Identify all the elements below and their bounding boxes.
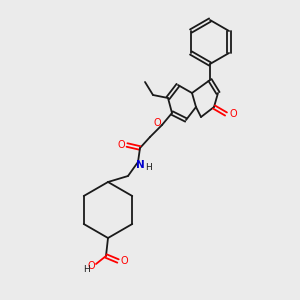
Text: O: O: [120, 256, 128, 266]
Text: O: O: [153, 118, 161, 128]
Text: N: N: [136, 160, 144, 170]
Text: H: H: [82, 266, 89, 274]
Text: O: O: [229, 109, 237, 119]
Text: H: H: [145, 163, 152, 172]
Text: O: O: [87, 261, 95, 271]
Text: O: O: [117, 140, 125, 150]
